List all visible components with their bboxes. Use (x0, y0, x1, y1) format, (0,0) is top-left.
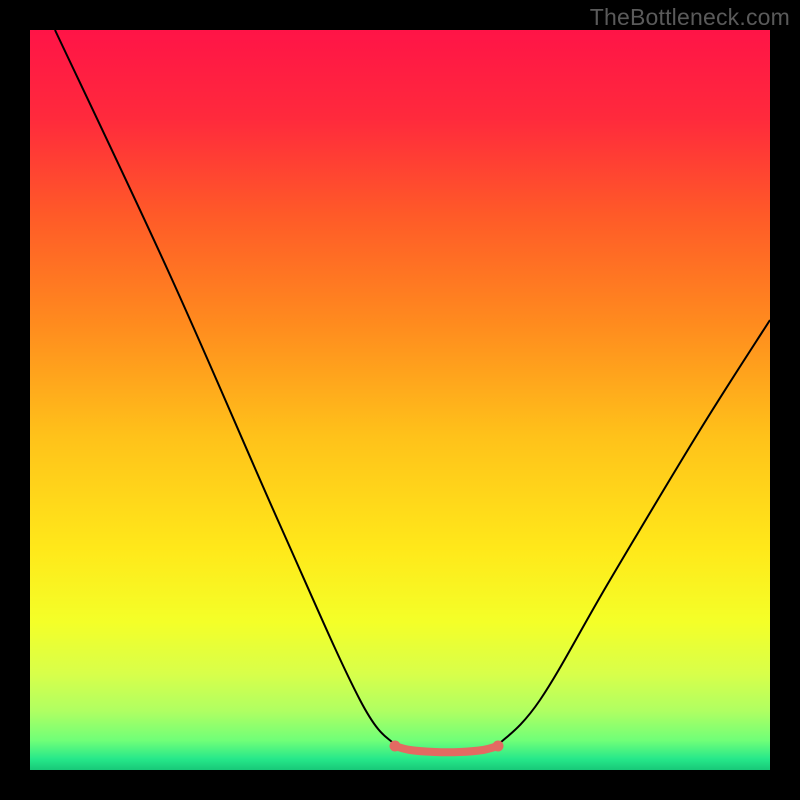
bottleneck-chart (0, 0, 800, 800)
watermark-text: TheBottleneck.com (590, 4, 790, 31)
chart-container: TheBottleneck.com (0, 0, 800, 800)
valley-dot (390, 741, 401, 752)
valley-dot (493, 741, 504, 752)
plot-area (30, 30, 770, 770)
